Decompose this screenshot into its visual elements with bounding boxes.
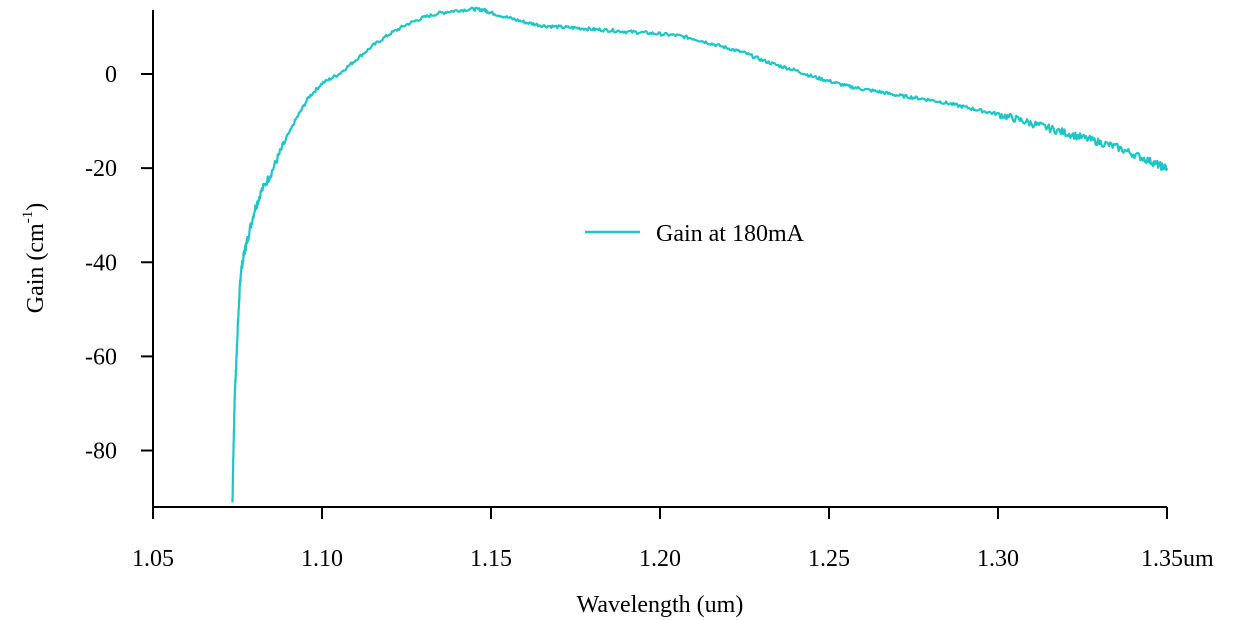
plot-area	[231, 6, 1169, 503]
y-axis-label-main: Gain (cm	[23, 223, 49, 313]
y-axis-label-superscript: -1	[20, 211, 36, 224]
x-ticks: 1.05 1.10 1.15 1.20 1.25 1.30 1.35um	[132, 507, 1214, 572]
x-tick-label: 1.20	[639, 546, 681, 572]
x-tick-label: 1.15	[470, 546, 512, 572]
x-tick-label: 1.05	[132, 546, 174, 572]
series-line	[231, 6, 1169, 503]
legend: Gain at 180mA	[585, 221, 805, 247]
axes	[152, 10, 1167, 508]
x-tick-label: 1.25	[808, 546, 850, 572]
y-axis-label-close: )	[23, 203, 49, 211]
x-tick-label: 1.10	[301, 546, 343, 572]
y-tick-label: -40	[85, 250, 117, 276]
x-tick-label: 1.30	[977, 546, 1019, 572]
y-tick-label: -80	[85, 439, 117, 465]
x-tick-label: 1.35um	[1141, 546, 1214, 572]
y-tick-label: -60	[85, 344, 117, 370]
legend-label: Gain at 180mA	[656, 221, 805, 247]
y-tick-label: 0	[105, 62, 117, 88]
y-axis-label: Gain (cm-1)	[20, 203, 49, 313]
y-ticks: 0 -20 -40 -60 -80	[85, 62, 153, 465]
y-tick-label: -20	[85, 156, 117, 182]
x-axis-label: Wavelength (um)	[577, 592, 744, 618]
